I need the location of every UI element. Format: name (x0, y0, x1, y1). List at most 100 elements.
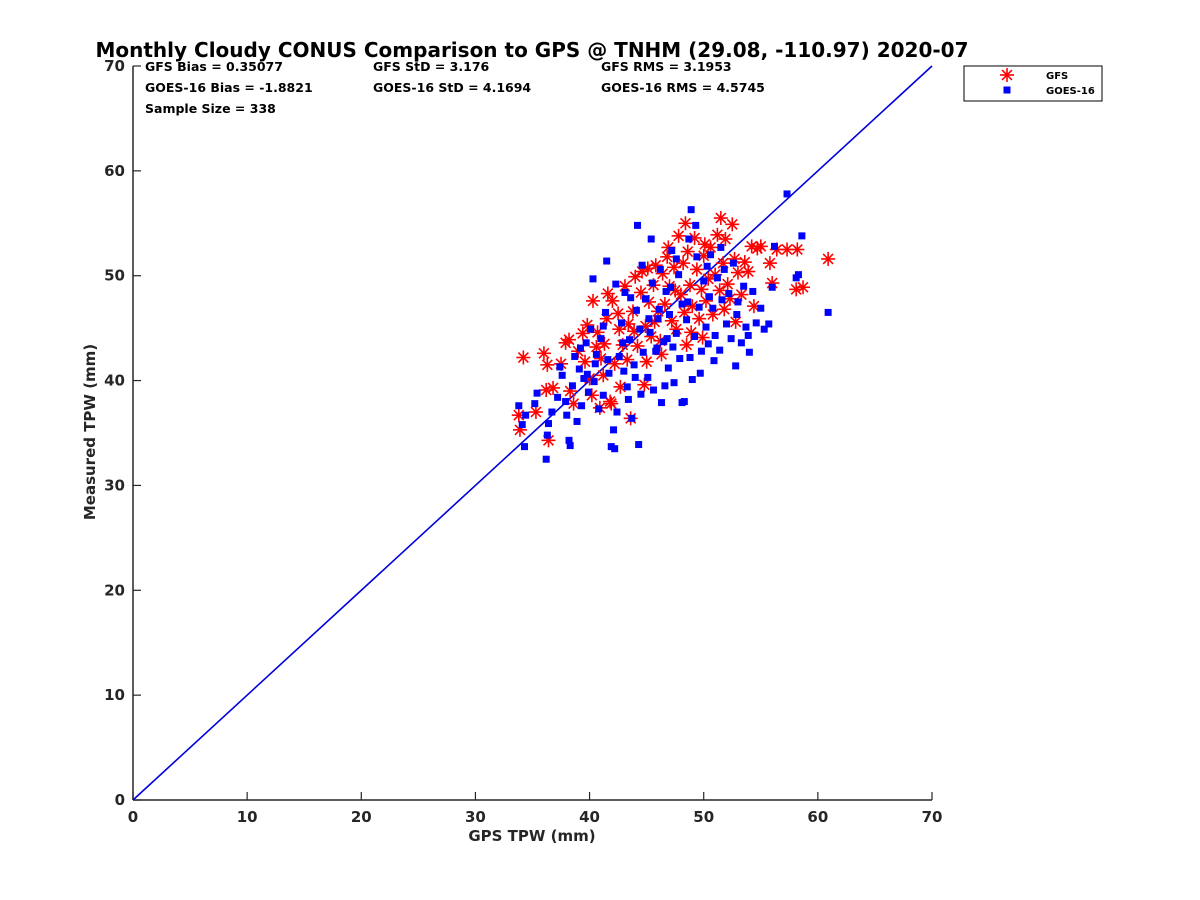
legend-box (963, 65, 1103, 102)
gfs-point (600, 286, 615, 301)
gfs-point (746, 299, 761, 314)
stat-gfs-std: GFS StD = 3.176 (373, 59, 490, 74)
goes16-point (544, 420, 552, 428)
goes16-point (732, 362, 740, 370)
goes16-point (590, 378, 598, 386)
goes16-point (556, 363, 564, 371)
goes16-point (599, 322, 607, 330)
gfs-point (660, 249, 675, 264)
gfs-point (607, 356, 622, 371)
y-axis: 0 10 20 30 40 50 60 70 (104, 57, 141, 809)
gfs-point (730, 265, 745, 280)
stat-goes-bias: GOES-16 Bias = -1.8821 (145, 80, 313, 95)
goes16-point (672, 329, 680, 337)
goes16-point (615, 352, 623, 360)
goes16-point (562, 398, 570, 406)
gfs-point (718, 232, 733, 247)
x-tick-label: 40 (579, 808, 600, 826)
goes16-point (610, 426, 618, 434)
goes16-point (605, 369, 613, 377)
goes16-point (744, 331, 752, 339)
goes16-point (542, 455, 550, 463)
goes16-point (716, 346, 724, 354)
goes16-point (543, 431, 551, 439)
goes16-point (620, 367, 628, 375)
goes16-point (558, 371, 566, 379)
goes16-point (700, 277, 708, 285)
x-tick-label: 20 (351, 808, 372, 826)
goes16-point (733, 311, 741, 319)
goes16-point (563, 411, 571, 419)
goes16-point (718, 296, 726, 304)
goes16-point (768, 283, 776, 291)
goes16-point (636, 325, 644, 333)
y-tick-label: 70 (104, 57, 125, 75)
goes16-point (725, 290, 733, 298)
goes16-point (668, 247, 676, 255)
gfs-point (712, 283, 727, 298)
gfs-point (692, 311, 707, 326)
goes16-point (621, 288, 629, 296)
goes16-point (531, 400, 539, 408)
gfs-point (536, 346, 551, 361)
goes16-point (742, 323, 750, 331)
goes16-point (591, 360, 599, 368)
goes16-point (521, 443, 529, 451)
goes16-point (740, 282, 748, 290)
goes16-point (661, 382, 669, 390)
goes16-point (691, 333, 699, 341)
gfs-point (562, 332, 577, 347)
goes16-point (584, 388, 592, 396)
gfs-point (621, 316, 636, 331)
x-tick-label: 50 (693, 808, 714, 826)
gfs-point (790, 242, 805, 257)
goes16-point (618, 319, 626, 327)
chart-title: Monthly Cloudy CONUS Comparison to GPS @… (95, 38, 968, 62)
legend-goes16-marker (1003, 86, 1011, 94)
goes16-point (734, 298, 742, 306)
goes16-point (749, 287, 757, 295)
goes16-point (710, 357, 718, 365)
goes16-point (612, 280, 620, 288)
legend-gfs-label: GFS (1046, 71, 1068, 82)
goes16-point (737, 339, 745, 347)
goes16-series (515, 190, 832, 463)
goes16-point (533, 389, 541, 397)
goes16-point (576, 344, 584, 352)
goes16-point (595, 405, 603, 413)
goes16-point (582, 339, 590, 347)
gfs-point (585, 293, 600, 308)
goes16-point (765, 320, 773, 328)
goes16-point (613, 408, 621, 416)
gfs-point (680, 244, 695, 259)
goes16-point (604, 356, 612, 364)
y-tick-label: 60 (104, 162, 125, 180)
gfs-point (697, 237, 712, 252)
goes16-point (665, 311, 673, 319)
gfs-point (671, 228, 686, 243)
goes16-point (548, 408, 556, 416)
goes16-point (760, 325, 768, 333)
goes16-point (597, 335, 605, 343)
gfs-point (611, 306, 626, 321)
gfs-point (694, 282, 709, 297)
goes16-point (571, 352, 579, 360)
goes16-point (783, 190, 791, 198)
goes16-point (642, 295, 650, 303)
stat-gfs-rms: GFS RMS = 3.1953 (601, 59, 732, 74)
y-axis-label: Measured TPW (mm) (81, 344, 99, 520)
goes16-point (675, 271, 683, 279)
goes16-point (573, 417, 581, 425)
gfs-point (689, 262, 704, 277)
gfs-series (511, 211, 836, 448)
gfs-point (604, 396, 619, 411)
goes16-point (603, 257, 611, 265)
goes16-point (692, 221, 700, 229)
stat-gfs-bias: GFS Bias = 0.35077 (145, 59, 283, 74)
goes16-point (713, 274, 721, 282)
gfs-point (734, 287, 749, 302)
gfs-point (511, 408, 526, 423)
goes16-point (646, 328, 654, 336)
goes16-point (654, 315, 662, 323)
